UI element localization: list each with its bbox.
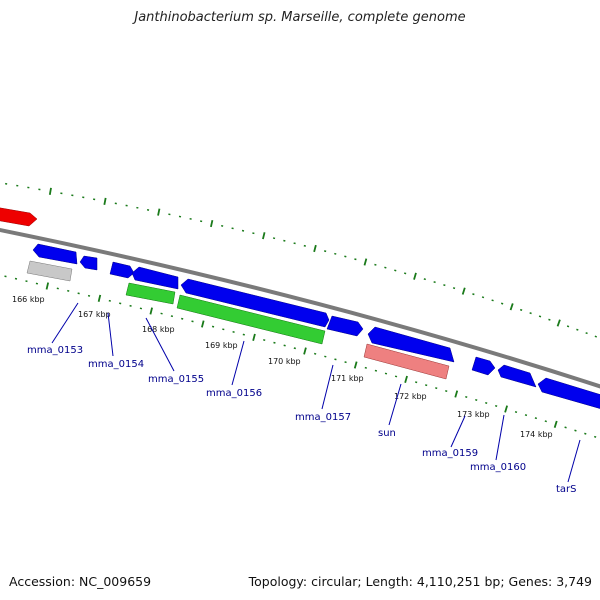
gene-label[interactable]: tarS	[556, 484, 577, 495]
major-tick	[103, 197, 107, 205]
major-tick	[303, 347, 307, 355]
gene-green-long[interactable]	[176, 294, 326, 345]
gene-label-leader-line	[51, 302, 79, 344]
gene-label[interactable]: mma_0157	[295, 412, 351, 423]
kbp-tick-label: 174 kbp	[520, 430, 553, 439]
gene-sun-neighbor[interactable]	[367, 326, 455, 363]
gene-mma_0153-body[interactable]	[32, 243, 78, 265]
gene-mma_0159-body[interactable]	[471, 356, 496, 376]
major-tick	[504, 405, 508, 413]
major-tick	[262, 232, 266, 240]
gene-label[interactable]: mma_0156	[206, 388, 262, 399]
gene-label[interactable]: mma_0154	[88, 359, 144, 370]
map-title: Janthinobacterium sp. Marseille, complet…	[134, 10, 466, 25]
gene-label-leader-line	[107, 312, 114, 357]
kbp-tick-labels: 166 kbp 167 kbp 168 kbp 169 kbp 170 kbp 171 k…	[12, 295, 553, 439]
gene-mma_0160-body[interactable]	[497, 364, 537, 388]
gene-label-leader-line	[495, 414, 505, 461]
major-tick	[201, 320, 205, 328]
minor-tick	[576, 328, 579, 331]
major-tick	[553, 420, 558, 428]
major-tick	[353, 361, 358, 369]
genome-backbone	[0, 227, 600, 389]
major-tick	[454, 390, 459, 398]
minor-tick	[585, 332, 588, 335]
minor-tick	[566, 325, 570, 328]
kbp-tick-label: 169 kbp	[205, 341, 238, 350]
major-tick	[461, 287, 466, 295]
gene-label[interactable]: mma_0153	[27, 345, 83, 356]
major-tick	[48, 187, 52, 195]
major-tick	[404, 375, 408, 383]
gene-row-lower	[26, 260, 450, 380]
major-tick	[45, 282, 50, 290]
kbp-tick-label: 168 kbp	[142, 325, 175, 334]
gene-label[interactable]: mma_0155	[148, 374, 204, 385]
gene-label[interactable]: mma_0159	[422, 448, 478, 459]
gene-label[interactable]: mma_0160	[470, 462, 526, 473]
accession-text: Accession: NC_009659	[9, 574, 152, 589]
minor-tick	[594, 335, 598, 338]
major-tick	[363, 258, 368, 266]
gene-label-leader-line	[321, 364, 334, 410]
kbp-tick-label: 171 kbp	[331, 374, 364, 383]
genome-stats-text: Topology: circular; Length: 4,110,251 bp…	[248, 574, 592, 589]
gene-label[interactable]: sun	[378, 428, 396, 439]
major-tick	[97, 294, 102, 302]
gene-mma_0155-body[interactable]	[125, 282, 176, 305]
gene-row-upper	[32, 243, 600, 410]
gene-label-leader-line	[388, 383, 402, 426]
gene-tarS-body[interactable]	[537, 377, 600, 410]
kbp-tick-label: 173 kbp	[457, 410, 490, 419]
gene-small-blue-1[interactable]	[109, 261, 135, 279]
major-tick	[556, 319, 561, 327]
kbp-tick-label: 172 kbp	[394, 392, 427, 401]
major-tick	[413, 272, 417, 280]
gene-red-feature[interactable]	[0, 207, 38, 227]
major-tick	[313, 244, 317, 253]
gene-sun-body[interactable]	[363, 343, 450, 380]
gene-label-leader-line	[450, 415, 466, 448]
major-tick	[252, 333, 256, 341]
gene-small-blue-2[interactable]	[131, 266, 179, 290]
gene-label-leader-line	[231, 340, 245, 386]
major-tick	[210, 219, 214, 228]
gene-mma_0154-body[interactable]	[79, 255, 98, 271]
kbp-tick-label: 167 kbp	[78, 310, 111, 319]
inner-tick-ring	[4, 275, 597, 438]
outer-tick-ring	[5, 182, 598, 338]
gene-gray-feature[interactable]	[26, 260, 73, 282]
gene-label-leader-line	[567, 439, 581, 483]
major-tick	[157, 208, 161, 216]
major-tick	[509, 303, 514, 311]
kbp-tick-label: 166 kbp	[12, 295, 45, 304]
gene-label-leader-line	[145, 317, 175, 372]
kbp-tick-label: 170 kbp	[268, 357, 301, 366]
gene-mma_0156-body[interactable]	[180, 278, 330, 328]
gene-mma_0157-body[interactable]	[326, 315, 364, 337]
major-tick	[149, 307, 153, 315]
